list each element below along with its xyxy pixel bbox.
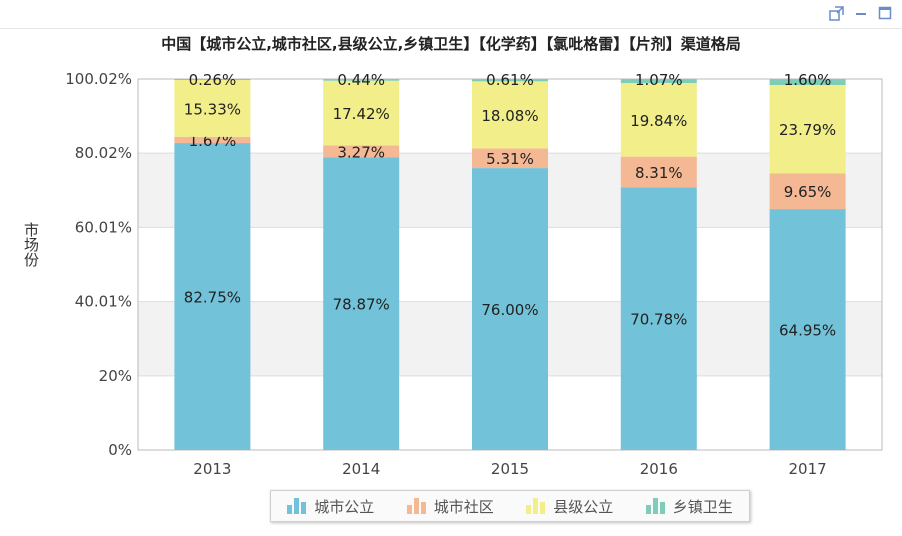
legend-swatch-icon [526,498,546,514]
data-label: 15.33% [184,100,241,118]
data-label: 70.78% [630,311,687,329]
legend-label: 乡镇卫生 [672,497,733,516]
bar-segment [472,79,548,82]
legend-label: 城市公立 [314,497,375,516]
y-tick-label: 40.01% [75,293,132,311]
data-label: 1.60% [784,71,832,89]
chart-title: 中国【城市公立,城市社区,县级公立,乡镇卫生】【化学药】【氯吡格雷】【片剂】渠道… [161,35,741,53]
x-tick-label: 2015 [491,460,529,478]
data-label: 1.07% [635,71,683,89]
legend-label: 县级公立 [553,497,614,516]
bar-segment [472,168,548,450]
y-tick-label: 20% [99,367,132,385]
y-tick-label: 60.01% [75,218,132,236]
legend-item[interactable]: 城市社区 [406,496,494,517]
bar-segment [323,157,400,450]
bar-segment [174,136,251,144]
bar-segment [323,145,400,158]
bar-segment [769,209,846,450]
legend-swatch-icon [287,498,307,514]
data-label: 18.08% [481,107,538,125]
data-label: 82.75% [184,289,241,307]
bar-segment [620,187,697,450]
bar-segment [769,85,846,174]
data-label: 9.65% [784,183,832,201]
bar-segment [620,156,697,188]
x-tick-label: 2013 [193,460,231,478]
bar-segment [174,79,251,81]
bar-segment [323,79,400,81]
window-controls [828,4,894,22]
data-label: 64.95% [779,322,836,340]
data-label: 23.79% [779,121,836,139]
data-label: 8.31% [635,164,683,182]
legend-item[interactable]: 乡镇卫生 [645,496,733,517]
data-label: 5.31% [486,150,534,168]
window-toolbar [0,0,902,29]
y-axis-label: 市场份 [22,222,40,267]
data-label: 78.87% [333,296,390,314]
bar-segment [174,143,251,450]
data-label: 0.44% [337,71,385,89]
bar-segment [620,79,697,84]
x-tick-label: 2016 [640,460,678,478]
chart-legend: 城市公立 城市社区 县级公立 乡镇卫生 [270,490,750,522]
data-label: 3.27% [337,143,385,161]
data-label: 17.42% [333,105,390,123]
maximize-icon[interactable] [876,4,894,22]
x-tick-label: 2014 [342,460,380,478]
x-tick-label: 2017 [789,460,827,478]
data-label: 0.61% [486,71,534,89]
y-tick-label: 100.02% [65,70,132,88]
bar-segment [472,148,548,169]
bar-segment [769,173,846,210]
minimize-icon[interactable] [852,4,870,22]
legend-item[interactable]: 县级公立 [526,496,613,517]
legend-label: 城市社区 [433,497,494,516]
legend-swatch-icon [645,498,665,514]
bar-segment [174,80,251,137]
bar-segment [620,83,697,157]
y-tick-label: 80.02% [75,144,132,162]
legend-swatch-icon [406,498,426,514]
data-label: 76.00% [481,301,538,319]
export-icon[interactable] [828,4,846,22]
y-tick-label: 0% [108,441,132,459]
legend-item[interactable]: 城市公立 [287,496,374,517]
data-label: 0.26% [189,71,237,89]
data-label: 19.84% [630,112,687,130]
bar-segment [472,81,548,149]
bar-segment [323,80,400,146]
bar-segment [769,79,846,86]
